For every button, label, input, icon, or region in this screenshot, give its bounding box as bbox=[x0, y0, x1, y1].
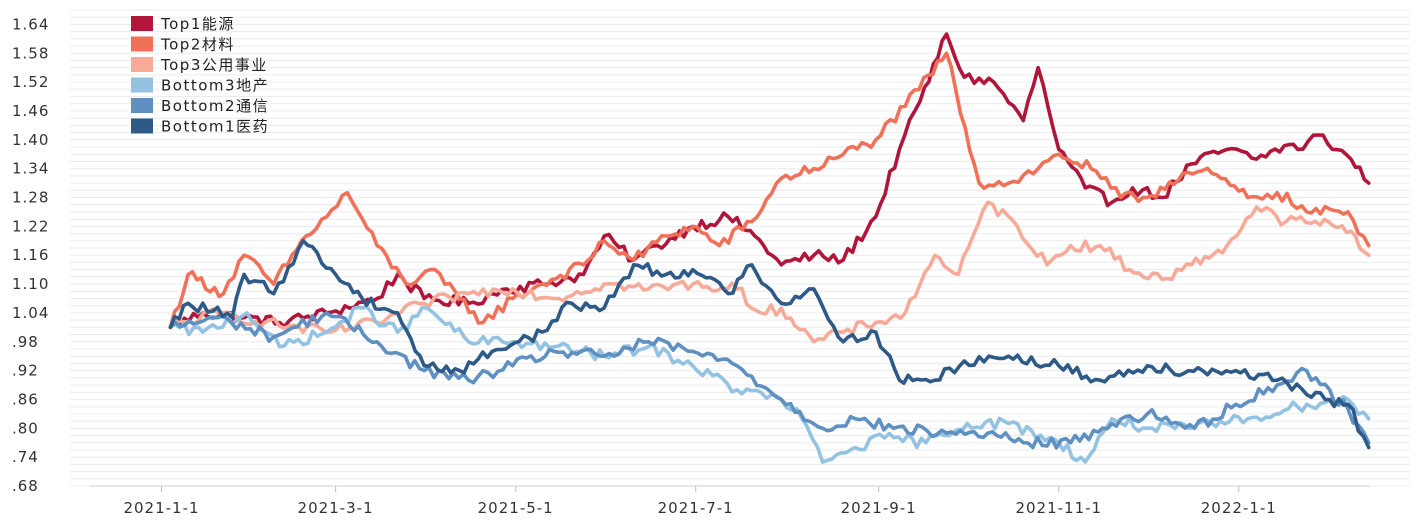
legend-label: Bottom1医药 bbox=[161, 118, 269, 136]
y-tick-label: 1.58 bbox=[12, 44, 49, 62]
y-tick-label: 1.22 bbox=[12, 217, 49, 235]
y-tick-label: 1.16 bbox=[12, 246, 49, 264]
y-tick-label: .98 bbox=[12, 333, 39, 351]
legend-label: Bottom3地产 bbox=[161, 77, 269, 95]
y-tick-label: .68 bbox=[12, 477, 39, 495]
series-line bbox=[168, 51, 1371, 330]
x-tick-label: 2021-3-1 bbox=[298, 499, 374, 517]
y-tick-label: 1.40 bbox=[12, 131, 49, 149]
y-tick-label: 1.52 bbox=[12, 73, 49, 91]
y-tick-label: 1.34 bbox=[12, 160, 49, 178]
x-axis: 2021-1-1 2021-3-1 2021-5-1 2021-7-1 2021-9-1… bbox=[90, 485, 1370, 517]
x-tick-label: 2021-5-1 bbox=[478, 499, 554, 517]
x-tick-label: 2021-9-1 bbox=[841, 499, 917, 517]
legend: Top1能源 Top2材料 Top3公用事业 Bottom3地产 Bottom2通信 Bo… bbox=[131, 15, 269, 136]
y-tick-label: 1.64 bbox=[12, 15, 49, 33]
legend-swatch bbox=[131, 98, 153, 113]
y-tick-label: .86 bbox=[12, 391, 39, 409]
legend-swatch bbox=[131, 118, 153, 134]
grid bbox=[70, 9, 1410, 487]
series-line bbox=[168, 239, 1371, 450]
legend-label: Top1能源 bbox=[160, 15, 235, 33]
y-tick-label: 1.04 bbox=[12, 304, 49, 322]
series-line bbox=[168, 200, 1371, 344]
legend-swatch bbox=[131, 77, 153, 93]
legend-swatch bbox=[131, 36, 153, 52]
y-tick-label: .92 bbox=[12, 362, 39, 380]
y-tick-label: .74 bbox=[12, 448, 39, 466]
y-tick-label: .80 bbox=[12, 419, 39, 437]
x-tick-label: 2021-7-1 bbox=[658, 499, 734, 517]
x-tick-label: 2022-1-1 bbox=[1201, 499, 1277, 517]
legend-swatch bbox=[131, 57, 153, 72]
x-tick-label: 2021-1-1 bbox=[123, 499, 199, 517]
series-lines bbox=[168, 32, 1371, 464]
x-tick-label: 2021-11-1 bbox=[1015, 499, 1102, 517]
y-tick-label: 1.46 bbox=[12, 102, 49, 120]
y-tick-label: 1.10 bbox=[12, 275, 49, 293]
y-tick-label: 1.28 bbox=[12, 189, 49, 207]
series-line bbox=[168, 32, 1371, 330]
legend-label: Top2材料 bbox=[160, 36, 235, 54]
legend-swatch bbox=[131, 16, 153, 31]
legend-label: Bottom2通信 bbox=[161, 97, 269, 115]
series-line bbox=[168, 311, 1371, 450]
y-axis: .68 .74 .80 .86 .92 .98 1.04 1.10 1.16 1.22 1.28 1.… bbox=[12, 15, 49, 495]
legend-label: Top3公用事业 bbox=[160, 56, 268, 74]
